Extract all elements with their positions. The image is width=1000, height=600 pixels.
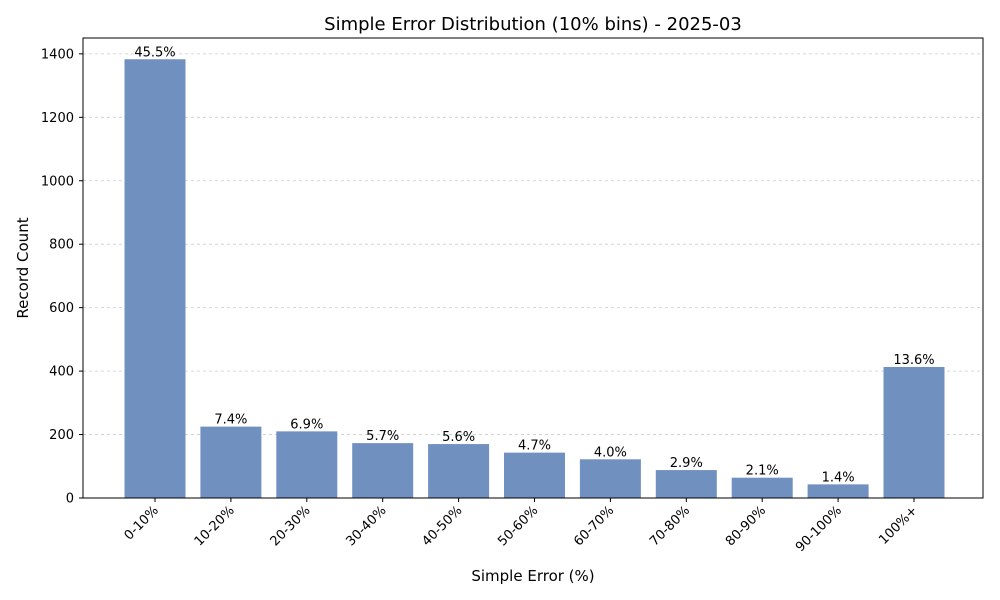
data-label: 2.9%: [670, 456, 703, 471]
data-label: 4.0%: [594, 445, 627, 460]
data-label: 4.7%: [518, 439, 551, 454]
data-label: 13.6%: [893, 353, 934, 368]
bar-20-30%: [276, 431, 338, 498]
y-tick-label: 800: [49, 238, 74, 253]
bar-0-10%: [124, 59, 186, 498]
x-tick-label: 60-70%: [571, 503, 617, 549]
x-tick-label: 0-10%: [122, 503, 162, 543]
x-tick-label: 80-90%: [723, 503, 769, 549]
x-tick-label: 40-50%: [419, 503, 465, 549]
y-tick-label: 1200: [41, 111, 74, 126]
x-axis-title: Simple Error (%): [471, 567, 594, 585]
y-tick-label: 400: [49, 365, 74, 380]
bar-10-20%: [200, 426, 262, 498]
x-tick-label: 50-60%: [495, 503, 541, 549]
x-tick-label: 20-30%: [268, 503, 314, 549]
y-axis-title: Record Count: [14, 217, 32, 318]
x-tick-label: 10-20%: [192, 503, 238, 549]
x-tick-label: 30-40%: [343, 503, 389, 549]
grid-layer: [83, 53, 983, 435]
x-tick-label: 90-100%: [793, 503, 845, 555]
bar-70-80%: [655, 470, 717, 498]
plot-frame: [82, 37, 984, 499]
bar-80-90%: [731, 477, 793, 498]
bar-50-60%: [504, 452, 565, 498]
data-label: 1.4%: [822, 470, 855, 485]
bar-90-100%: [807, 484, 869, 498]
data-label: 2.1%: [746, 464, 779, 479]
bar-30-40%: [352, 443, 414, 498]
y-tick-label: 1400: [41, 47, 74, 62]
bars-layer: [124, 59, 945, 498]
y-tick-label: 1000: [41, 174, 74, 189]
data-label: 6.9%: [290, 417, 323, 432]
y-axis-ticks: 0 200 400 600 800 1000 1200 1400: [41, 47, 83, 507]
bar-100%+: [883, 366, 945, 498]
data-label: 7.4%: [214, 413, 247, 428]
data-labels-layer: 45.5% 7.4% 6.9% 5.7% 5.6% 4.7% 4.0% 2.9% 2.1% 1.4…: [134, 45, 934, 485]
bar-60-70%: [579, 459, 641, 498]
y-tick-label: 0: [66, 492, 74, 507]
chart-title: Simple Error Distribution (10% bins) - 2…: [324, 14, 742, 35]
x-tick-label: 100%+: [876, 503, 921, 548]
x-axis-ticks: 0-10% 10-20% 20-30% 30-40% 40-50% 50-60% 60-70…: [122, 498, 921, 555]
data-label: 5.6%: [442, 430, 475, 445]
x-tick-label: 70-80%: [647, 503, 693, 549]
y-tick-label: 200: [49, 428, 74, 443]
data-label: 45.5%: [134, 45, 175, 60]
y-tick-label: 600: [49, 301, 74, 316]
bar-40-50%: [428, 444, 490, 498]
data-label: 5.7%: [366, 429, 399, 444]
